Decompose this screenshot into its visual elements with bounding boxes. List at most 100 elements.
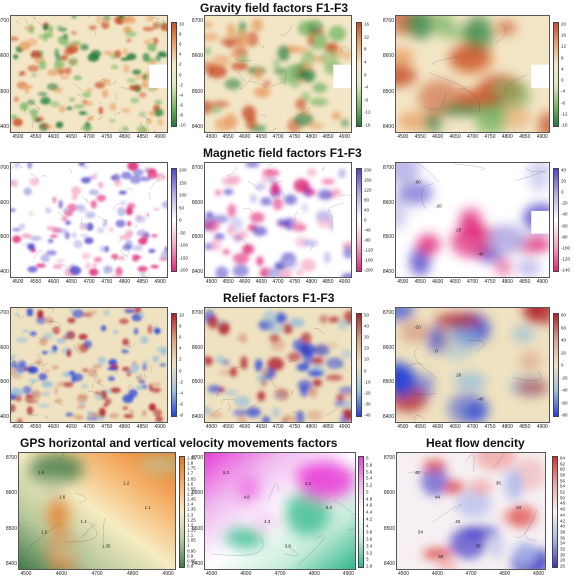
x-tick-label: 4600 <box>239 134 251 140</box>
anomaly <box>12 118 23 127</box>
anomaly <box>396 64 417 87</box>
x-tick-label: 4600 <box>239 279 251 285</box>
contour-label: 1.4 <box>81 519 88 524</box>
anomaly <box>107 376 115 382</box>
anomaly <box>307 189 316 196</box>
anomaly <box>11 368 17 377</box>
anomaly <box>71 186 82 196</box>
anomaly <box>112 329 119 335</box>
colorbar-label: 1.3 <box>187 512 194 518</box>
contour-line <box>29 412 39 416</box>
contour-line <box>51 322 61 329</box>
y-tick-label: 8600 <box>191 53 203 60</box>
anomaly <box>142 73 147 81</box>
x-tick-label: 4900 <box>536 424 548 430</box>
y-tick-label: 8500 <box>191 525 203 532</box>
contour-line <box>317 358 319 362</box>
anomaly <box>301 50 317 65</box>
anomaly <box>210 238 222 252</box>
anomaly <box>94 81 105 89</box>
anomaly <box>71 232 77 239</box>
anomaly <box>245 163 260 168</box>
anomaly <box>205 406 211 415</box>
anomaly <box>151 232 158 238</box>
anomaly <box>251 18 264 33</box>
anomaly <box>44 369 50 374</box>
contour-line <box>258 43 264 49</box>
contour-line <box>145 119 149 127</box>
anomaly <box>293 113 314 127</box>
x-tick-label: 4550 <box>222 134 234 140</box>
colorbar-label: 6 <box>366 455 369 461</box>
anomaly <box>118 190 127 195</box>
x-tick-label: 4850 <box>519 424 531 430</box>
colorbar-label: 26 <box>560 563 566 569</box>
contour-line <box>293 410 298 414</box>
contour-line <box>58 453 65 460</box>
anomaly <box>45 207 52 214</box>
anomaly <box>153 409 162 418</box>
x-tick-label: 4600 <box>47 134 59 140</box>
colorbar-label: 5.6 <box>366 469 373 474</box>
anomaly <box>207 315 219 329</box>
colorbar-label: 3.4 <box>366 543 373 549</box>
contour-line <box>73 82 83 91</box>
anomaly <box>443 480 465 495</box>
anomaly <box>256 256 264 267</box>
anomaly <box>63 381 74 388</box>
anomaly <box>456 490 492 518</box>
contour-line <box>11 405 15 411</box>
x-tick-label: 4700 <box>83 279 95 285</box>
anomaly <box>88 310 98 315</box>
colorbar-label: 120 <box>364 187 372 193</box>
contour-label: 1.2 <box>123 481 130 486</box>
anomaly <box>290 218 303 230</box>
contour-line <box>85 115 94 124</box>
anomaly <box>13 96 20 102</box>
x-tick-label: 4900 <box>536 134 548 140</box>
anomaly <box>289 317 305 328</box>
anomaly <box>98 407 106 417</box>
x-tick-label: 4850 <box>322 279 334 285</box>
anomaly <box>97 181 104 189</box>
y-tick-label: 8700 <box>383 454 395 461</box>
colorbar-label: 48 <box>560 500 566 506</box>
anomaly <box>303 240 319 247</box>
contour-line <box>29 54 38 56</box>
anomaly <box>50 234 58 238</box>
contour-line <box>268 483 279 501</box>
colorbar-label: -16 <box>364 122 371 128</box>
anomaly <box>13 163 21 169</box>
colorbar-label: 4 <box>179 345 182 351</box>
contour-line <box>94 370 96 373</box>
anomaly <box>307 370 324 377</box>
anomaly <box>222 361 229 367</box>
x-tick-label: 4500 <box>397 279 409 285</box>
contour-label: 1.6 <box>59 494 66 499</box>
anomaly <box>311 356 324 366</box>
x-tick-label: 4750 <box>101 279 113 285</box>
anomaly <box>147 43 157 52</box>
anomaly <box>160 250 167 260</box>
anomaly <box>47 238 54 244</box>
contour-line <box>299 107 305 117</box>
contour-line <box>152 130 157 132</box>
anomaly <box>37 92 48 96</box>
relief-map-3-contours: -20 0 20 -40 <box>396 308 549 422</box>
x-tick-label: 4750 <box>484 424 496 430</box>
contour-label: -20 <box>414 325 421 330</box>
contour-line <box>68 168 73 174</box>
anomaly <box>253 511 279 531</box>
colorbar-label: -2 <box>179 379 184 385</box>
colorbar-label: -20 <box>364 390 371 396</box>
anomaly <box>69 370 75 376</box>
colorbar-label: 30 <box>364 334 370 340</box>
anomaly <box>134 215 147 223</box>
anomaly <box>267 357 284 371</box>
relief-map-2 <box>204 307 352 423</box>
anomaly <box>38 34 43 40</box>
colorbar-label: 0 <box>364 72 367 77</box>
contour-line <box>162 19 165 28</box>
y-tick-label: 8700 <box>191 17 203 24</box>
y-tick-label: 8700 <box>382 309 394 316</box>
